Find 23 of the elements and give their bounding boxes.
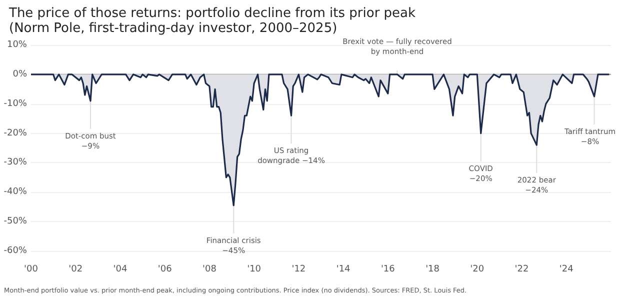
y-tick-label: -20% <box>4 128 28 138</box>
x-tick-label: '06 <box>158 264 172 274</box>
y-tick-label: 0% <box>12 69 28 80</box>
x-tick-label: '12 <box>292 264 306 274</box>
chart-title: The price of those returns: portfolio decline from its prior peak <box>8 6 416 21</box>
y-tick-label: 10% <box>6 40 28 50</box>
x-tick-label: '16 <box>380 264 396 274</box>
x-tick-label: '02 <box>68 264 83 274</box>
x-tick-label: '22 <box>514 264 529 274</box>
y-tick-label: -50% <box>4 216 28 227</box>
x-tick-label: '24 <box>559 264 574 274</box>
x-tick-label: '20 <box>470 264 484 274</box>
y-tick-label: -30% <box>4 158 28 168</box>
y-tick-label: -10% <box>4 98 28 109</box>
x-tick-label: '10 <box>247 264 262 274</box>
x-tick-label: '04 <box>113 264 128 274</box>
x-tick-label: '14 <box>336 264 351 274</box>
y-tick-label: -60% <box>4 246 28 256</box>
chart-subtitle: (Norm Pole, first-trading-day investor, 2000–2025) <box>9 21 338 36</box>
x-tick-label: '18 <box>426 264 440 274</box>
x-tick-label: '00 <box>24 264 38 274</box>
x-tick-label: '08 <box>202 264 217 274</box>
y-tick-label: -40% <box>4 187 28 198</box>
